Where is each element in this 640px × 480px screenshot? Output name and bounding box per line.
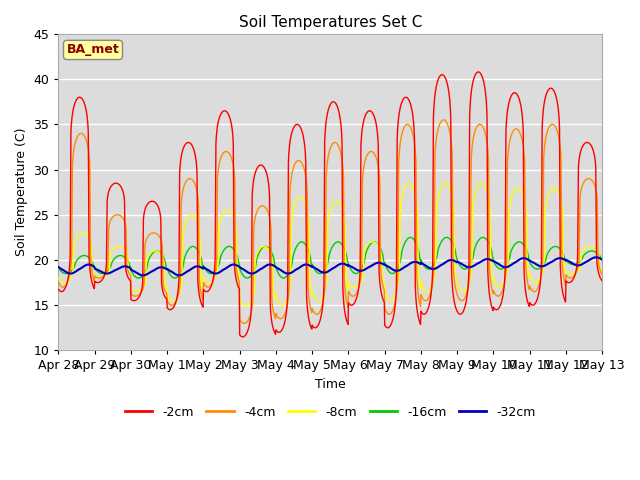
X-axis label: Time: Time: [315, 378, 346, 391]
Y-axis label: Soil Temperature (C): Soil Temperature (C): [15, 128, 28, 256]
Legend: -2cm, -4cm, -8cm, -16cm, -32cm: -2cm, -4cm, -8cm, -16cm, -32cm: [120, 401, 541, 424]
Title: Soil Temperatures Set C: Soil Temperatures Set C: [239, 15, 422, 30]
Text: BA_met: BA_met: [67, 43, 120, 57]
